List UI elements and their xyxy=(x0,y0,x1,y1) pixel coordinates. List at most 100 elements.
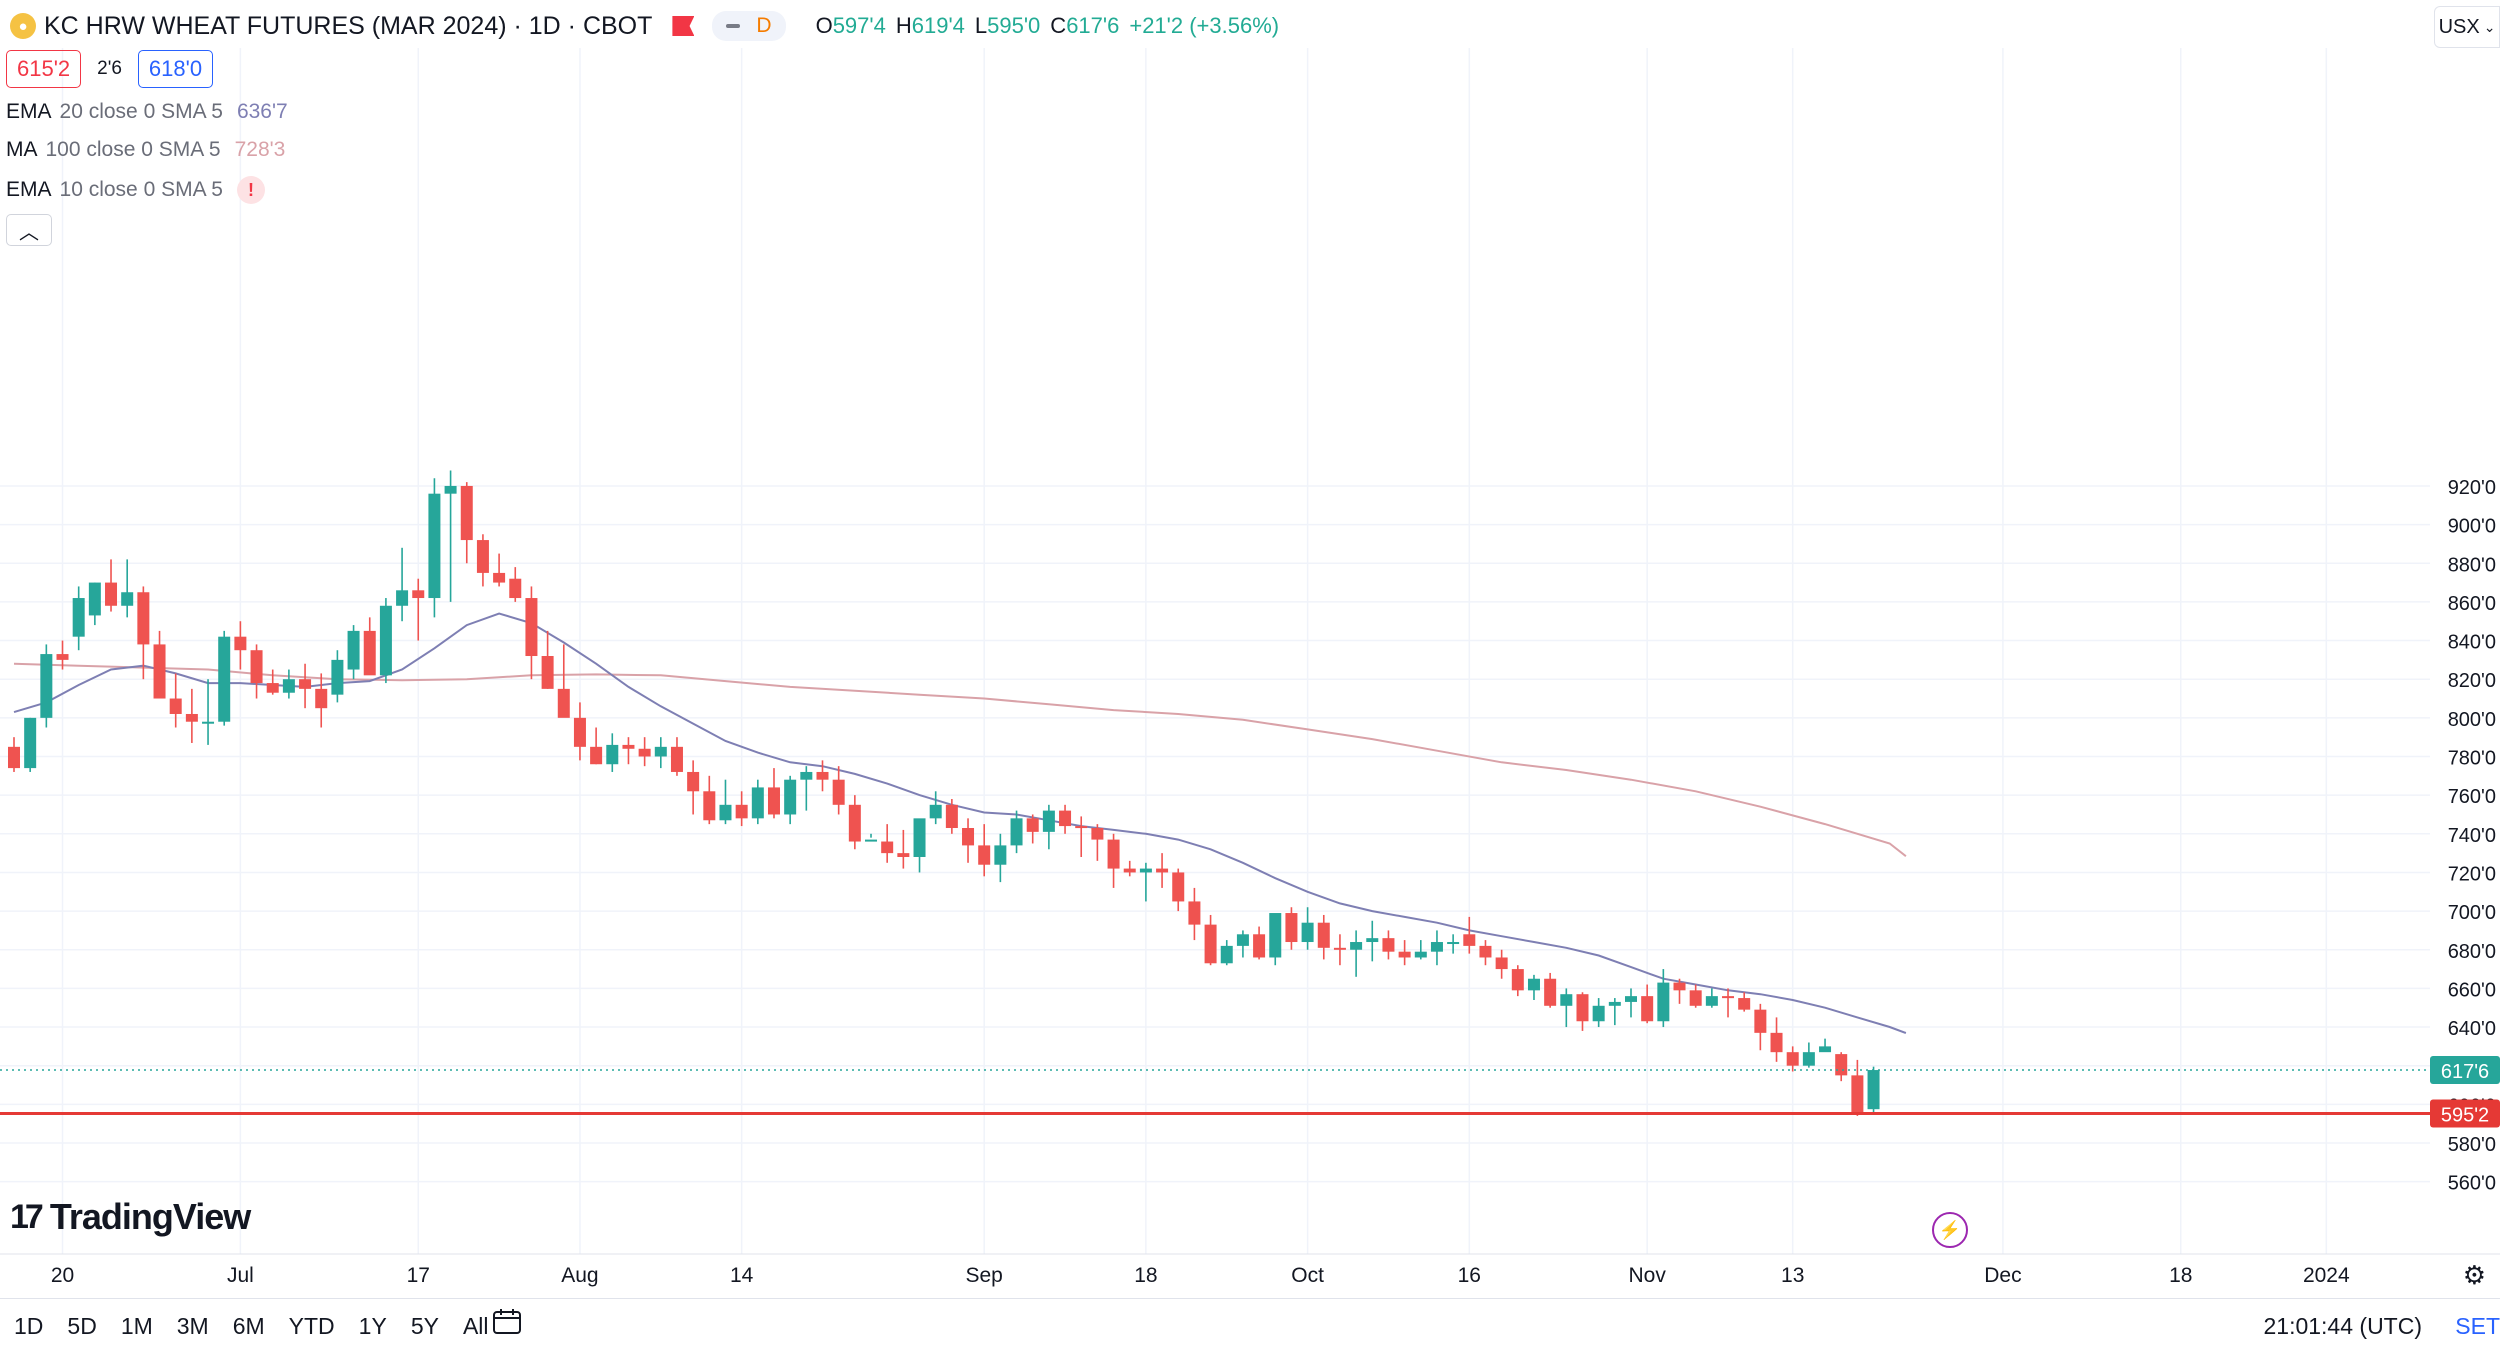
candle-body[interactable] xyxy=(121,592,134,606)
candle-body[interactable] xyxy=(525,598,538,657)
tradingview-logo[interactable]: 17 TradingView xyxy=(10,1196,251,1237)
candle-body[interactable] xyxy=(1059,810,1072,827)
candle-body[interactable] xyxy=(1802,1052,1815,1066)
range-1d[interactable]: 1D xyxy=(14,1313,44,1339)
candle-body[interactable] xyxy=(153,644,166,699)
candle-body[interactable] xyxy=(347,630,360,670)
candle-body[interactable] xyxy=(1786,1052,1799,1066)
candle-body[interactable] xyxy=(1156,868,1169,873)
candle-body[interactable] xyxy=(331,659,344,695)
candle-body[interactable] xyxy=(1285,913,1298,943)
range-5d[interactable]: 5D xyxy=(67,1313,97,1339)
candle-body[interactable] xyxy=(1026,818,1039,832)
candle-body[interactable] xyxy=(315,688,328,709)
candle-body[interactable] xyxy=(234,636,247,651)
candle-body[interactable] xyxy=(541,656,554,689)
candle-body[interactable] xyxy=(509,578,522,599)
candle-body[interactable] xyxy=(137,592,150,645)
candle-body[interactable] xyxy=(1576,994,1589,1022)
candle-body[interactable] xyxy=(1608,1001,1621,1006)
candle-body[interactable] xyxy=(1139,868,1152,873)
candle-body[interactable] xyxy=(1511,969,1524,991)
candle-body[interactable] xyxy=(978,845,991,865)
candle-body[interactable] xyxy=(1560,994,1573,1006)
candle-body[interactable] xyxy=(703,791,716,821)
candle-body[interactable] xyxy=(444,485,457,494)
candle-body[interactable] xyxy=(1479,945,1492,958)
sell-button[interactable]: 615'2 xyxy=(6,50,82,88)
buy-button[interactable]: 618'0 xyxy=(137,50,214,88)
candle-body[interactable] xyxy=(185,713,198,722)
candle-body[interactable] xyxy=(1204,924,1217,964)
candle-body[interactable] xyxy=(476,540,489,573)
candle-body[interactable] xyxy=(735,804,748,819)
candle-body[interactable] xyxy=(1835,1054,1848,1076)
candle-body[interactable] xyxy=(56,654,69,660)
candle-body[interactable] xyxy=(1301,922,1314,943)
candle-body[interactable] xyxy=(848,804,861,842)
indicator-ema20[interactable]: EMA 20 close 0 SMA 5 636'7 xyxy=(6,100,288,123)
calendar-icon[interactable] xyxy=(492,1307,522,1335)
candle-body[interactable] xyxy=(832,779,845,805)
candle-body[interactable] xyxy=(1495,957,1508,970)
currency-select[interactable]: USX ⌄ xyxy=(2434,6,2500,48)
candle-body[interactable] xyxy=(962,828,975,846)
candle-body[interactable] xyxy=(945,804,958,829)
candle-body[interactable] xyxy=(1867,1070,1880,1110)
candle-body[interactable] xyxy=(1463,934,1476,946)
indicator-ema10[interactable]: EMA 10 close 0 SMA 5 ! xyxy=(6,176,265,204)
collapse-legend-button[interactable]: ︿ xyxy=(6,214,52,246)
range-ytd[interactable]: YTD xyxy=(288,1313,335,1339)
range-all[interactable]: All xyxy=(462,1313,489,1339)
candle-body[interactable] xyxy=(1544,978,1557,1006)
candle-body[interactable] xyxy=(1738,998,1751,1010)
candle-body[interactable] xyxy=(1269,913,1282,958)
candle-body[interactable] xyxy=(1689,990,1702,1006)
candle-body[interactable] xyxy=(1091,828,1104,840)
range-6m[interactable]: 6M xyxy=(232,1313,265,1339)
range-1m[interactable]: 1M xyxy=(120,1313,153,1339)
candle-body[interactable] xyxy=(687,771,700,792)
candle-body[interactable] xyxy=(1075,826,1088,829)
flag-icon[interactable] xyxy=(672,16,695,36)
candle-body[interactable] xyxy=(88,582,101,616)
candle-body[interactable] xyxy=(1010,818,1023,846)
candle-body[interactable] xyxy=(1220,945,1233,964)
candle-body[interactable] xyxy=(622,744,635,749)
candle-body[interactable] xyxy=(1107,839,1120,869)
candle-body[interactable] xyxy=(751,787,764,819)
candle-body[interactable] xyxy=(493,572,506,583)
candle-body[interactable] xyxy=(40,654,53,718)
candle-body[interactable] xyxy=(767,787,780,815)
candle-body[interactable] xyxy=(282,679,295,693)
candle-body[interactable] xyxy=(379,605,392,676)
candle-body[interactable] xyxy=(1253,934,1266,958)
candle-body[interactable] xyxy=(1317,922,1330,948)
candle-body[interactable] xyxy=(8,746,20,769)
candle-body[interactable] xyxy=(670,746,683,772)
candle-body[interactable] xyxy=(1236,934,1249,946)
candle-body[interactable] xyxy=(1366,938,1379,943)
candle-body[interactable] xyxy=(654,746,667,757)
candle-body[interactable] xyxy=(800,771,813,780)
candle-body[interactable] xyxy=(299,679,312,689)
lightning-icon[interactable]: ⚡ xyxy=(1932,1212,1968,1248)
session-button[interactable]: SET xyxy=(2455,1313,2500,1339)
range-5y[interactable]: 5Y xyxy=(410,1313,439,1339)
candle-body[interactable] xyxy=(72,598,85,637)
candle-body[interactable] xyxy=(865,839,878,842)
candle-body[interactable] xyxy=(1625,996,1637,1002)
candle-body[interactable] xyxy=(1042,810,1055,832)
range-3m[interactable]: 3M xyxy=(176,1313,209,1339)
candle-body[interactable] xyxy=(202,721,215,724)
candle-body[interactable] xyxy=(557,688,570,718)
candle-body[interactable] xyxy=(881,841,894,854)
candle-body[interactable] xyxy=(1819,1046,1832,1053)
candle-body[interactable] xyxy=(1172,872,1185,902)
candle-body[interactable] xyxy=(266,683,279,693)
candle-body[interactable] xyxy=(460,485,473,541)
candle-body[interactable] xyxy=(1398,951,1411,958)
candle-body[interactable] xyxy=(1592,1005,1605,1022)
warning-icon[interactable]: ! xyxy=(236,176,265,204)
candle-body[interactable] xyxy=(573,717,586,747)
